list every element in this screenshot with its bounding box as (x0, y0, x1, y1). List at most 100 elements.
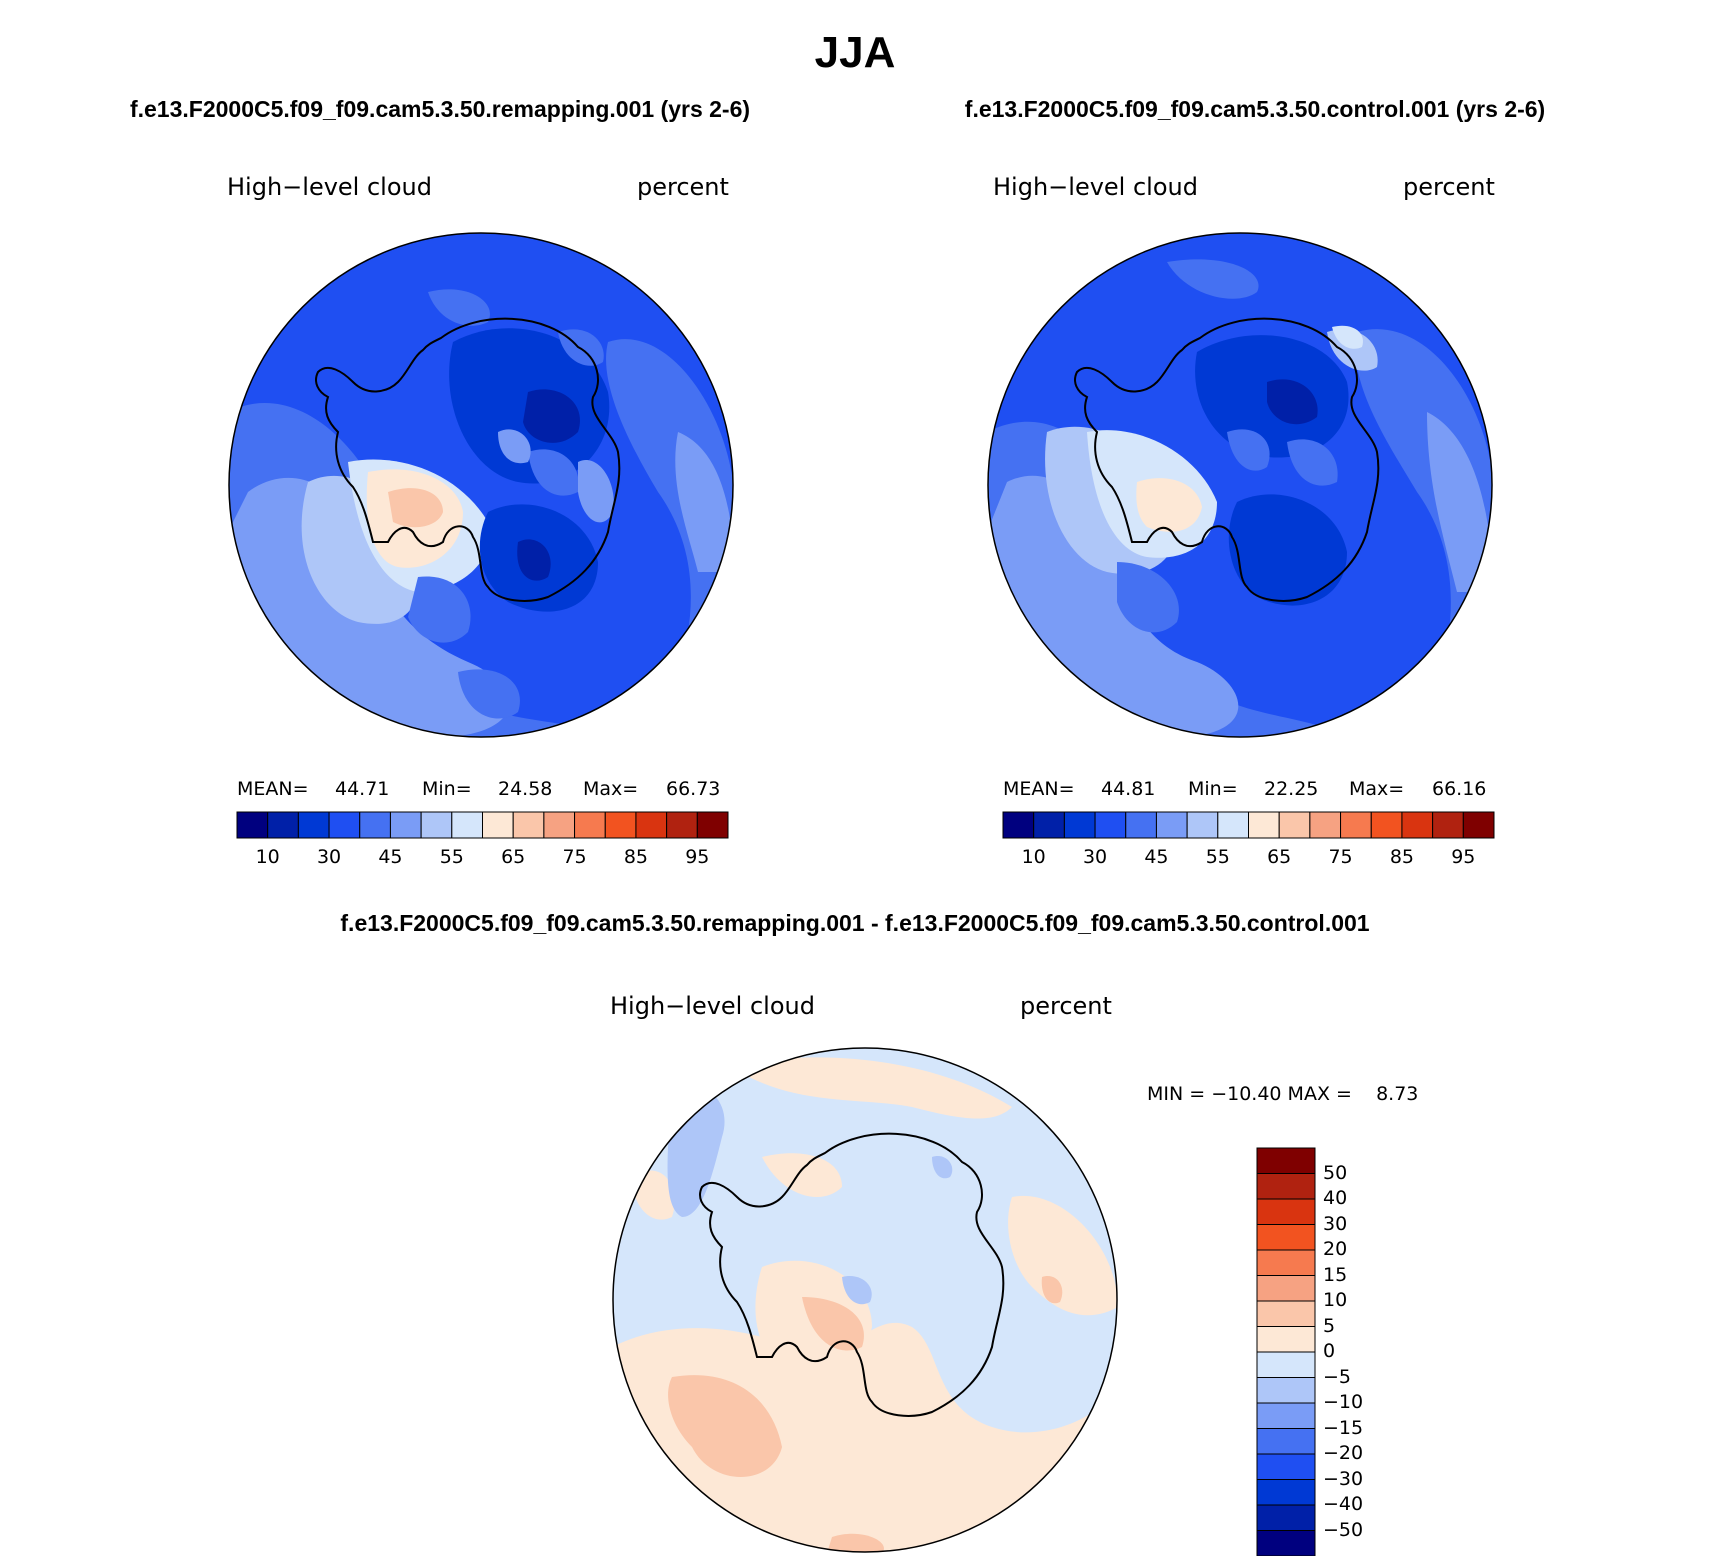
panel-2-max-label: Max= (1349, 778, 1404, 800)
colorbar-tick-label: 75 (1321, 846, 1361, 868)
colorbar-tick-label: 95 (677, 846, 717, 868)
panel-1-max-value: 66.73 (666, 778, 720, 800)
panel-1-min-value: 24.58 (498, 778, 552, 800)
colorbar-box (1257, 1531, 1315, 1556)
colorbar-box (1003, 812, 1034, 838)
colorbar-tick-label: 30 (309, 846, 349, 868)
colorbar-box (1218, 812, 1249, 838)
panel-1-min-label: Min= (422, 778, 472, 800)
colorbar-tick-label: −30 (1323, 1468, 1363, 1490)
diff-minmax-label: MIN = −10.40 MAX = 8.73 (1147, 1083, 1418, 1105)
colorbar-box (1126, 812, 1157, 838)
colorbar-box (1064, 812, 1095, 838)
colorbar-box (1279, 812, 1310, 838)
colorbar-box (268, 812, 299, 838)
colorbar-box (483, 812, 514, 838)
colorbar-box (298, 812, 329, 838)
colorbar-tick-label: 5 (1323, 1315, 1335, 1337)
colorbar-box (1257, 1352, 1315, 1378)
colorbar-box (1257, 1276, 1315, 1302)
colorbar-box (544, 812, 575, 838)
colorbar-box (1257, 1429, 1315, 1455)
colorbar-box (1371, 812, 1402, 838)
colorbar-box (1257, 1225, 1315, 1251)
colorbar-box (513, 812, 544, 838)
panel-2-colorbar (1003, 812, 1494, 838)
colorbar-tick-label: 0 (1323, 1340, 1335, 1362)
colorbar-box (1341, 812, 1372, 838)
colorbar-box (390, 812, 421, 838)
colorbar-box (1433, 812, 1464, 838)
colorbar-box (452, 812, 483, 838)
colorbar-tick-label: 85 (616, 846, 656, 868)
panel-2-case-title: f.e13.F2000C5.f09_f09.cam5.3.50.control.… (865, 96, 1645, 123)
colorbar-tick-label: 10 (248, 846, 288, 868)
panel-2-min-value: 22.25 (1264, 778, 1318, 800)
panel-1-max-label: Max= (583, 778, 638, 800)
colorbar-tick-label: 55 (432, 846, 472, 868)
colorbar-box (237, 812, 268, 838)
colorbar-tick-label: 65 (493, 846, 533, 868)
colorbar-tick-label: 85 (1382, 846, 1422, 868)
colorbar-tick-label: 20 (1323, 1238, 1347, 1260)
page-title: JJA (0, 28, 1710, 78)
colorbar-box (1463, 812, 1494, 838)
colorbar-tick-label: 45 (370, 846, 410, 868)
panel-1-field-label: High−level cloud (227, 173, 432, 201)
colorbar-tick-label: 10 (1323, 1289, 1347, 1311)
panel-2-min-label: Min= (1188, 778, 1238, 800)
colorbar-box (1257, 1250, 1315, 1276)
colorbar-tick-label: 45 (1136, 846, 1176, 868)
colorbar-box (1257, 1480, 1315, 1506)
colorbar-box (1034, 812, 1065, 838)
colorbar-tick-label: 30 (1075, 846, 1115, 868)
panel-1-mean-label: MEAN= (237, 778, 309, 800)
diff-colorbar (1257, 1148, 1315, 1556)
diff-polar-map (612, 1047, 1118, 1553)
panel-1-colorbar-ticks: 10 30 45 55 65 75 85 95 (237, 846, 728, 870)
panel-1-case-title: f.e13.F2000C5.f09_f09.cam5.3.50.remappin… (70, 96, 810, 123)
panel-2-mean-value: 44.81 (1101, 778, 1155, 800)
colorbar-tick-label: −5 (1323, 1366, 1351, 1388)
colorbar-box (1187, 812, 1218, 838)
colorbar-box (1257, 1378, 1315, 1404)
colorbar-tick-label: −15 (1323, 1417, 1363, 1439)
panel-1-units-label: percent (637, 173, 729, 201)
colorbar-tick-label: 65 (1259, 846, 1299, 868)
panel-1-colorbar (237, 812, 728, 838)
colorbar-box (1257, 1505, 1315, 1531)
colorbar-tick-label: −50 (1323, 1519, 1363, 1541)
panel-2-colorbar-ticks: 10 30 45 55 65 75 85 95 (1003, 846, 1494, 870)
colorbar-tick-label: 55 (1198, 846, 1238, 868)
colorbar-box (1156, 812, 1187, 838)
colorbar-box (1257, 1199, 1315, 1225)
colorbar-box (1095, 812, 1126, 838)
colorbar-tick-label: 95 (1443, 846, 1483, 868)
colorbar-box (1310, 812, 1341, 838)
colorbar-box (636, 812, 667, 838)
panel-2-mean-label: MEAN= (1003, 778, 1075, 800)
colorbar-box (1257, 1148, 1315, 1174)
colorbar-box (1249, 812, 1280, 838)
diff-title: f.e13.F2000C5.f09_f09.cam5.3.50.remappin… (0, 910, 1710, 937)
panel-1-polar-map (228, 232, 734, 738)
colorbar-box (697, 812, 728, 838)
colorbar-box (575, 812, 606, 838)
panel-2-max-value: 66.16 (1432, 778, 1486, 800)
colorbar-box (329, 812, 360, 838)
colorbar-box (1257, 1454, 1315, 1480)
colorbar-tick-label: 10 (1014, 846, 1054, 868)
colorbar-tick-label: 50 (1323, 1162, 1347, 1184)
colorbar-box (1257, 1301, 1315, 1327)
colorbar-tick-label: 15 (1323, 1264, 1347, 1286)
panel-2-field-label: High−level cloud (993, 173, 1198, 201)
colorbar-tick-label: 75 (555, 846, 595, 868)
diff-units-label: percent (1020, 992, 1112, 1020)
colorbar-box (1257, 1327, 1315, 1353)
colorbar-box (605, 812, 636, 838)
diff-field-label: High−level cloud (610, 992, 815, 1020)
panel-2-units-label: percent (1403, 173, 1495, 201)
colorbar-tick-label: −10 (1323, 1391, 1363, 1413)
colorbar-box (1257, 1174, 1315, 1200)
